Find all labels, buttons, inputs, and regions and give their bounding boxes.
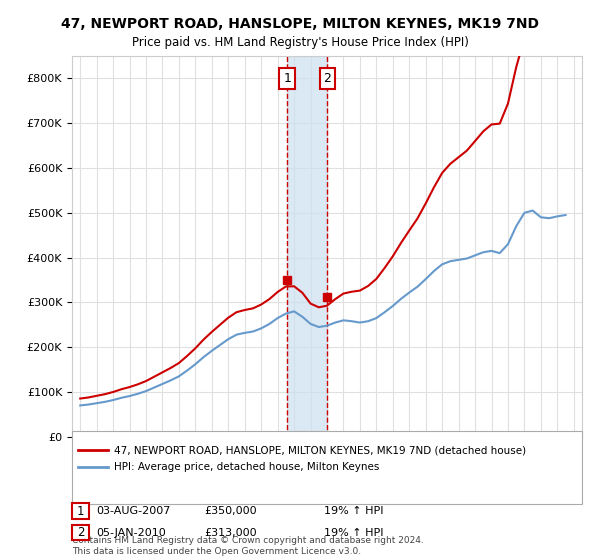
Text: 2: 2 [77,526,84,539]
Text: 05-JAN-2010: 05-JAN-2010 [96,528,166,538]
Text: 2: 2 [323,72,331,85]
Text: 1: 1 [77,505,84,518]
Bar [287,56,328,437]
Text: 47, NEWPORT ROAD, HANSLOPE, MILTON KEYNES, MK19 7ND (detached house): 47, NEWPORT ROAD, HANSLOPE, MILTON KEYNE… [114,445,526,455]
Text: Price paid vs. HM Land Registry's House Price Index (HPI): Price paid vs. HM Land Registry's House … [131,36,469,49]
Text: Contains HM Land Registry data © Crown copyright and database right 2024.
This d: Contains HM Land Registry data © Crown c… [72,536,424,556]
Text: 1: 1 [283,72,291,85]
Text: 47, NEWPORT ROAD, HANSLOPE, MILTON KEYNES, MK19 7ND: 47, NEWPORT ROAD, HANSLOPE, MILTON KEYNE… [61,17,539,31]
Text: HPI: Average price, detached house, Milton Keynes: HPI: Average price, detached house, Milt… [114,462,379,472]
Text: 19% ↑ HPI: 19% ↑ HPI [324,506,383,516]
Text: £313,000: £313,000 [204,528,257,538]
Text: 03-AUG-2007: 03-AUG-2007 [96,506,170,516]
Text: £350,000: £350,000 [204,506,257,516]
Text: 19% ↑ HPI: 19% ↑ HPI [324,528,383,538]
